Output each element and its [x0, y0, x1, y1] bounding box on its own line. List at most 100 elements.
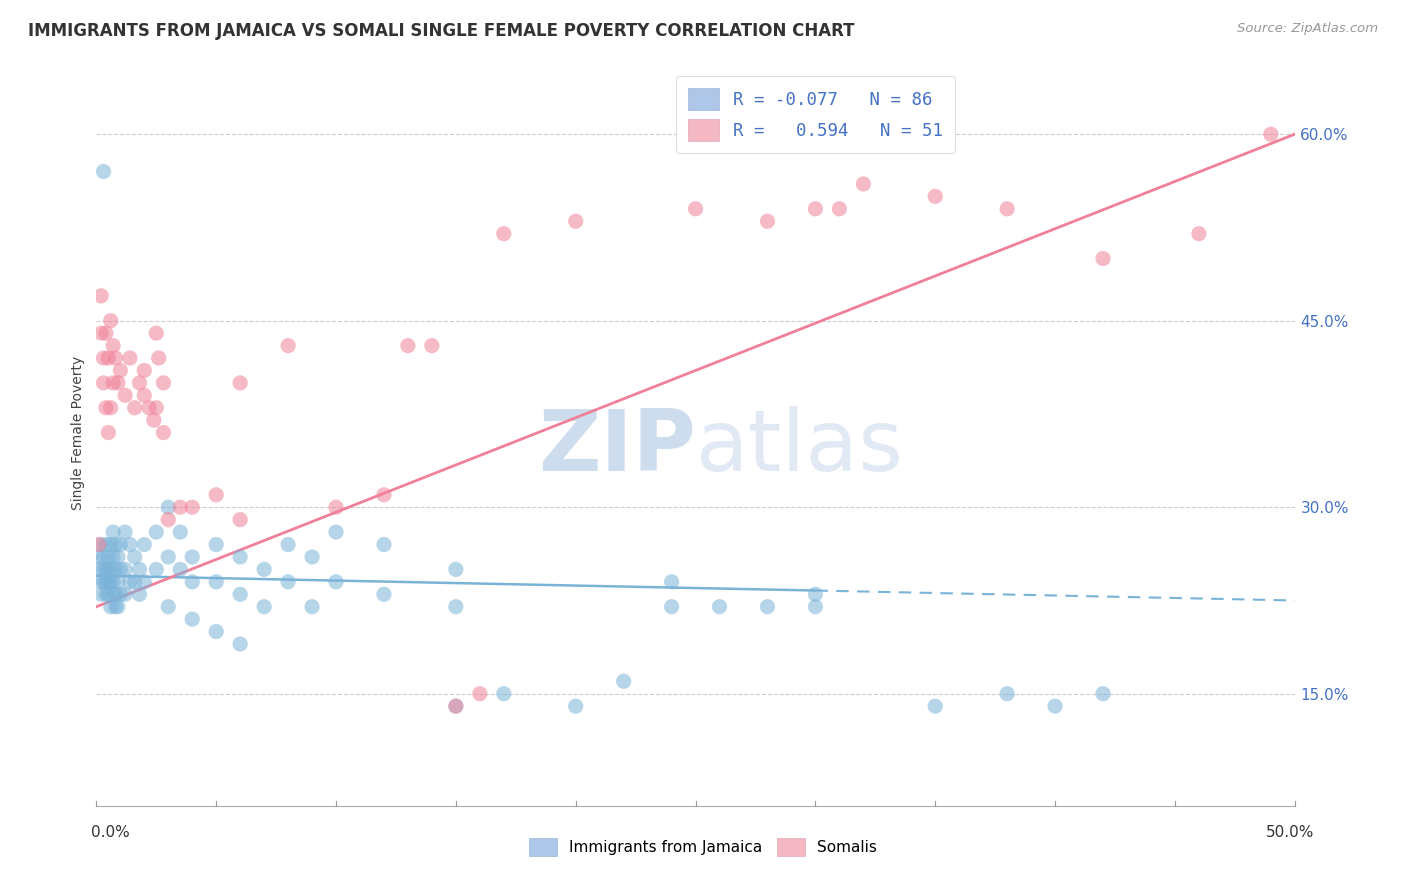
Point	[492, 227, 515, 241]
Point	[157, 500, 180, 515]
Point	[118, 351, 141, 365]
Point	[229, 549, 252, 564]
Point	[804, 587, 827, 601]
Point	[157, 599, 180, 614]
Point	[97, 425, 120, 440]
Point	[97, 574, 120, 589]
Point	[229, 637, 252, 651]
Point	[1188, 227, 1211, 241]
Point	[118, 574, 141, 589]
Point	[205, 537, 228, 551]
Point	[564, 214, 586, 228]
Point	[100, 574, 122, 589]
Point	[325, 525, 347, 540]
Point	[253, 599, 276, 614]
Legend: R = -0.077   N = 86, R =   0.594   N = 51: R = -0.077 N = 86, R = 0.594 N = 51	[676, 76, 955, 153]
Point	[145, 525, 167, 540]
Point	[205, 488, 228, 502]
Point	[661, 574, 683, 589]
Point	[90, 326, 112, 340]
Point	[110, 587, 132, 601]
Point	[104, 587, 127, 601]
Point	[90, 574, 112, 589]
Point	[100, 562, 122, 576]
Point	[444, 699, 467, 714]
Point	[924, 189, 946, 203]
Point	[1043, 699, 1066, 714]
Point	[97, 351, 120, 365]
Point	[128, 587, 150, 601]
Point	[169, 562, 191, 576]
Point	[101, 525, 124, 540]
Point	[94, 562, 117, 576]
Point	[134, 574, 156, 589]
Point	[148, 351, 170, 365]
Point	[104, 599, 127, 614]
Point	[181, 549, 204, 564]
Text: IMMIGRANTS FROM JAMAICA VS SOMALI SINGLE FEMALE POVERTY CORRELATION CHART: IMMIGRANTS FROM JAMAICA VS SOMALI SINGLE…	[28, 22, 855, 40]
Point	[104, 562, 127, 576]
Point	[110, 562, 132, 576]
Point	[661, 599, 683, 614]
Point	[181, 612, 204, 626]
Point	[104, 351, 127, 365]
Point	[104, 537, 127, 551]
Point	[110, 537, 132, 551]
Point	[1092, 687, 1115, 701]
Point	[152, 425, 174, 440]
Point	[152, 376, 174, 390]
Point	[90, 537, 112, 551]
Point	[1092, 252, 1115, 266]
Point	[804, 202, 827, 216]
Point	[128, 562, 150, 576]
Point	[101, 574, 124, 589]
Point	[101, 587, 124, 601]
Point	[145, 401, 167, 415]
Point	[134, 363, 156, 377]
Point	[277, 574, 299, 589]
Point	[709, 599, 731, 614]
Point	[107, 599, 129, 614]
Point	[94, 401, 117, 415]
Point	[995, 202, 1018, 216]
Text: atlas: atlas	[696, 406, 904, 489]
Point	[107, 376, 129, 390]
Point	[90, 289, 112, 303]
Point	[124, 401, 146, 415]
Point	[157, 513, 180, 527]
Point	[101, 376, 124, 390]
Point	[97, 587, 120, 601]
Point	[181, 574, 204, 589]
Point	[124, 549, 146, 564]
Point	[87, 549, 110, 564]
Point	[93, 549, 115, 564]
Point	[142, 413, 165, 427]
Text: Source: ZipAtlas.com: Source: ZipAtlas.com	[1237, 22, 1378, 36]
Point	[94, 574, 117, 589]
Point	[325, 500, 347, 515]
Point	[995, 687, 1018, 701]
Point	[564, 699, 586, 714]
Point	[277, 537, 299, 551]
Point	[169, 525, 191, 540]
Point	[277, 338, 299, 352]
Point	[229, 587, 252, 601]
Point	[373, 488, 395, 502]
Text: 50.0%: 50.0%	[1267, 825, 1315, 840]
Point	[134, 537, 156, 551]
Point	[169, 500, 191, 515]
Point	[110, 363, 132, 377]
Point	[100, 314, 122, 328]
Point	[94, 587, 117, 601]
Point	[828, 202, 851, 216]
Point	[468, 687, 491, 701]
Point	[420, 338, 443, 352]
Point	[181, 500, 204, 515]
Point	[145, 562, 167, 576]
Point	[301, 599, 323, 614]
Point	[93, 376, 115, 390]
Point	[804, 599, 827, 614]
Point	[444, 599, 467, 614]
Point	[373, 537, 395, 551]
Point	[325, 574, 347, 589]
